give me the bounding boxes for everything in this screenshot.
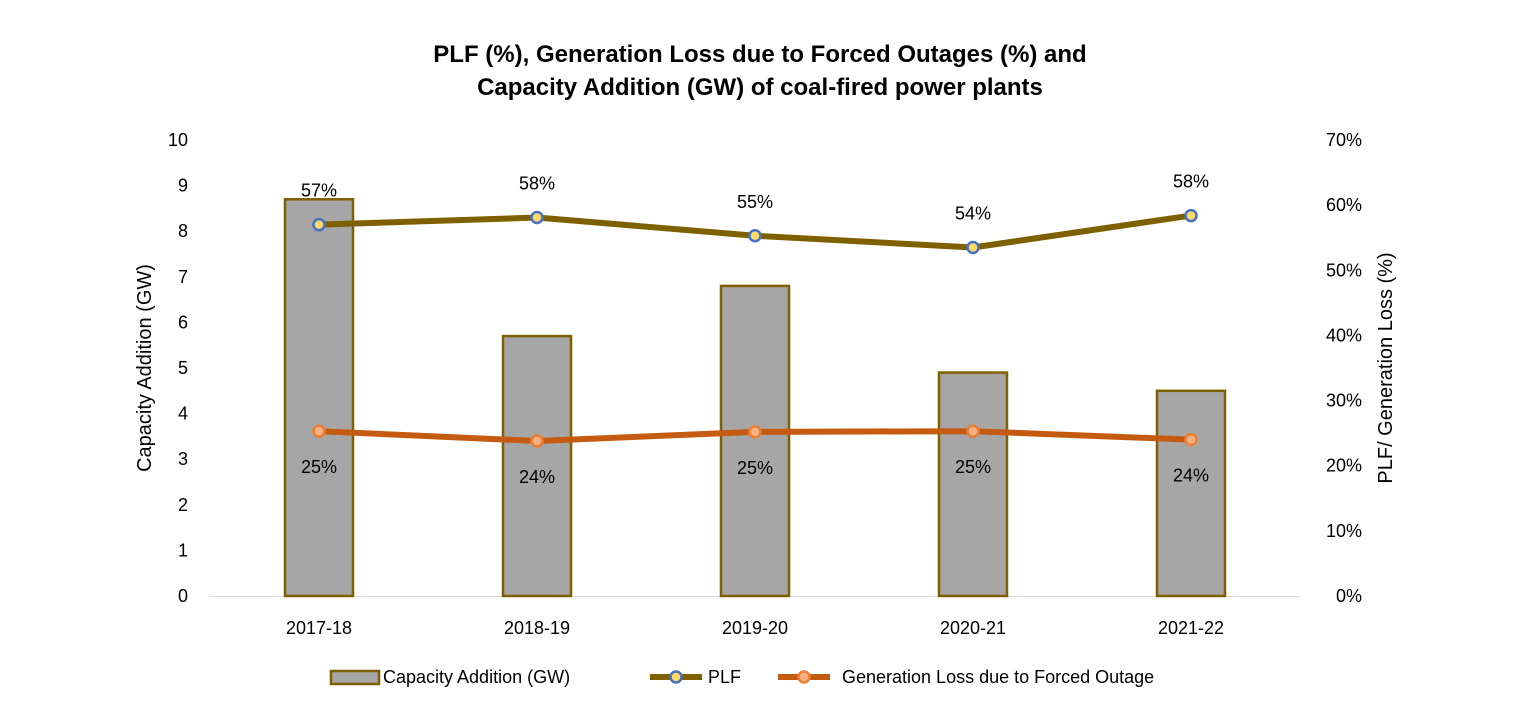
right-axis-tick-label: 0% [1336, 586, 1362, 606]
legend-label-generation-loss: Generation Loss due to Forced Outage [842, 667, 1154, 687]
plf-point [966, 240, 980, 255]
x-axis-tick-label: 2019-20 [722, 618, 788, 638]
left-axis-tick-label: 0 [178, 586, 188, 606]
legend-label-plf: PLF [708, 667, 741, 687]
capacity-bar [283, 198, 355, 598]
capacity-bar [1155, 389, 1227, 598]
generation-loss-data-label: 25% [955, 457, 991, 477]
right-axis-tick-label: 30% [1326, 391, 1362, 411]
chart-title-line: PLF (%), Generation Loss due to Forced O… [433, 41, 1086, 68]
left-axis-tick-label: 5 [178, 358, 188, 378]
right-axis-tick-label: 10% [1326, 521, 1362, 541]
plf-data-label: 58% [1173, 172, 1209, 192]
left-axis-tick-label: 3 [178, 449, 188, 469]
x-axis-tick-label: 2018-19 [504, 618, 570, 638]
legend-swatch-marker [797, 670, 811, 684]
left-axis-tick-label: 6 [178, 312, 188, 332]
left-axis-tick-label: 8 [178, 221, 188, 241]
plf-point [748, 229, 762, 243]
plf-point [1184, 208, 1198, 223]
x-axis-tick-label: 2017-18 [286, 618, 352, 638]
right-axis-tick-label: 20% [1326, 456, 1362, 476]
right-axis-tick-label: 70% [1326, 130, 1362, 150]
x-axis-tick-label: 2020-21 [940, 618, 1006, 638]
chart-title-line: Capacity Addition (GW) of coal-fired pow… [477, 74, 1043, 101]
generation-loss-point [966, 424, 980, 438]
left-axis-tick-label: 7 [178, 267, 188, 287]
generation-loss-point [530, 434, 544, 448]
plf-data-label: 55% [737, 192, 773, 212]
left-axis-tick-label: 4 [178, 404, 188, 424]
left-axis-tick-label: 1 [178, 540, 188, 560]
left-axis-tick-label: 2 [178, 495, 188, 515]
left-axis-title: Capacity Addition (GW) [134, 264, 156, 472]
right-axis-title: PLF/ Generation Loss (%) [1375, 252, 1397, 483]
left-axis-tick-label: 10 [168, 130, 188, 150]
generation-loss-data-label: 25% [737, 458, 773, 478]
capacity-bar [937, 371, 1009, 598]
legend-swatch-capacity [329, 669, 381, 686]
x-axis-tick-label: 2021-22 [1158, 618, 1224, 638]
left-axis-tick-label: 9 [178, 176, 188, 196]
capacity-bar [501, 334, 573, 598]
plf-point [530, 210, 544, 225]
plf-point [312, 217, 326, 232]
legend-label-capacity: Capacity Addition (GW) [383, 667, 570, 687]
capacity-bar [719, 284, 791, 598]
generation-loss-point [312, 424, 326, 438]
right-axis-tick-label: 40% [1326, 325, 1362, 345]
plf-data-label: 54% [955, 203, 991, 223]
plf-data-label: 57% [301, 181, 337, 201]
generation-loss-point [748, 425, 762, 439]
generation-loss-data-label: 24% [519, 467, 555, 487]
right-axis-tick-label: 60% [1326, 195, 1362, 215]
right-axis-tick-label: 50% [1326, 260, 1362, 280]
plf-data-label: 58% [519, 174, 555, 194]
generation-loss-point [1184, 432, 1198, 447]
legend-swatch-marker [669, 670, 683, 684]
generation-loss-data-label: 24% [1173, 466, 1209, 486]
generation-loss-data-label: 25% [301, 457, 337, 477]
